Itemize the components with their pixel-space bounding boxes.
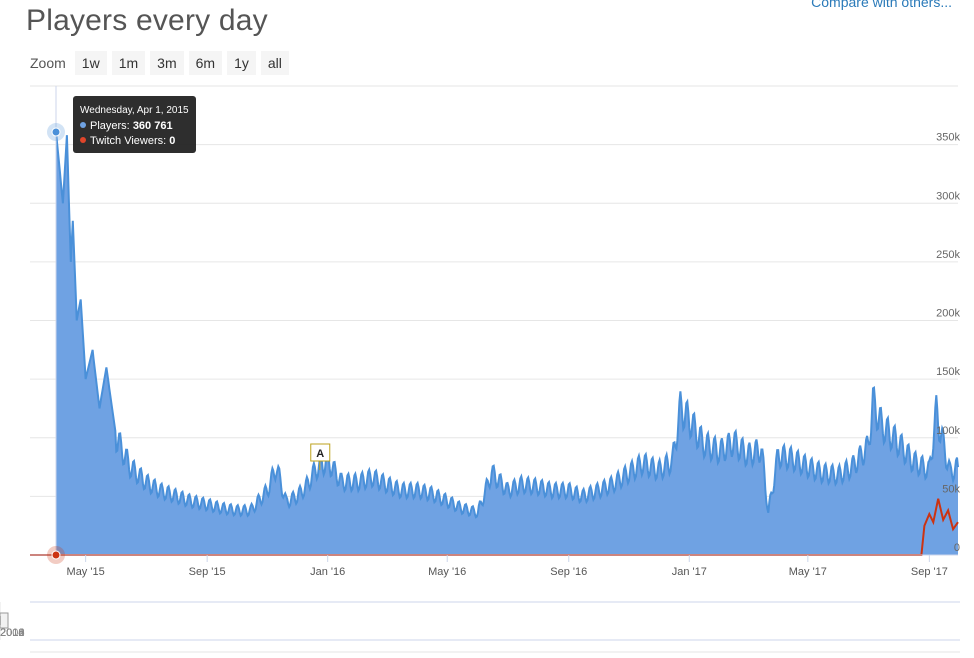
zoom-button-3m[interactable]: 3m xyxy=(150,51,184,75)
zoom-button-6m[interactable]: 6m xyxy=(188,51,223,75)
players-line xyxy=(55,131,959,519)
series-layer xyxy=(30,131,959,556)
players-hover-point xyxy=(51,127,61,137)
tooltip-players-value: 360 761 xyxy=(132,120,173,132)
tooltip-twitch-label: Twitch Viewers: xyxy=(90,135,167,147)
y-tick-label: 100k xyxy=(936,425,960,437)
tooltip-date: Wednesday, Apr 1, 2015 xyxy=(80,105,189,116)
twitch-line xyxy=(56,498,959,556)
x-tick-label: Sep '15 xyxy=(189,566,226,578)
page-title: Players every day xyxy=(26,4,268,37)
y-tick-label: 50k xyxy=(942,483,960,495)
navigator-year-label: 2012 xyxy=(0,627,24,639)
zoom-button-all[interactable]: all xyxy=(260,51,289,75)
hover-markers xyxy=(47,86,65,564)
twitch-dot-icon xyxy=(80,137,86,143)
x-tick-label: Sep '16 xyxy=(550,566,587,578)
players-dot-icon xyxy=(80,122,86,128)
flag-label: A xyxy=(316,448,324,460)
navigator-year-label: 2014 xyxy=(0,627,24,639)
twitch-hover-point xyxy=(51,550,61,560)
x-tick-label: Jan '16 xyxy=(310,566,345,578)
y-axis: 0 50k 100k 150k 200k 250k 300k 350k xyxy=(936,132,960,554)
tooltip-players-row: Players: 360 761 xyxy=(80,119,189,134)
y-tick-label: 350k xyxy=(936,132,960,144)
y-tick-label: 300k xyxy=(936,190,960,202)
navigator-handle-right[interactable] xyxy=(0,612,9,629)
x-tick-label: May '17 xyxy=(789,566,827,578)
tooltip-twitch-value: 0 xyxy=(169,135,176,147)
x-tick-label: May '15 xyxy=(67,566,105,578)
zoom-toolbar: Zoom 1w 1m 3m 6m 1y all xyxy=(30,51,289,75)
event-flag[interactable]: A xyxy=(310,443,331,470)
zoom-label: Zoom xyxy=(30,55,66,71)
y-tick-label: 0 xyxy=(954,542,960,554)
players-area xyxy=(56,132,958,555)
x-tick-label: Jan '17 xyxy=(672,566,707,578)
navigator-year-label: 2010 xyxy=(0,627,24,639)
x-tick-label: Sep '17 xyxy=(911,566,948,578)
zoom-button-1y[interactable]: 1y xyxy=(227,51,256,75)
navigator-year-label: 2016 xyxy=(0,627,24,639)
x-axis: May '15 Sep '15 Jan '16 May '16 Sep '16 Jan '… xyxy=(30,554,958,578)
tooltip-twitch-row: Twitch Viewers: 0 xyxy=(80,134,189,149)
navigator-year-label: 2008 xyxy=(0,627,24,639)
tooltip-players-label: Players: xyxy=(90,120,130,132)
x-tick-label: May '16 xyxy=(428,566,466,578)
y-tick-label: 200k xyxy=(936,308,960,320)
zoom-button-1w[interactable]: 1w xyxy=(74,51,107,75)
y-tick-label: 150k xyxy=(936,366,960,378)
compare-link[interactable]: Compare with others... xyxy=(811,0,952,10)
zoom-button-1m[interactable]: 1m xyxy=(111,51,146,75)
y-tick-label: 250k xyxy=(936,249,960,261)
chart-tooltip: Wednesday, Apr 1, 2015 Players: 360 761 … xyxy=(73,96,196,153)
